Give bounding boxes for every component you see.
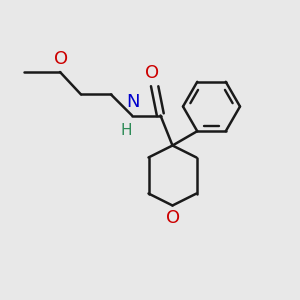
Text: O: O — [54, 50, 69, 68]
Text: O: O — [166, 209, 180, 227]
Text: H: H — [121, 123, 132, 138]
Text: O: O — [145, 64, 159, 82]
Text: N: N — [126, 93, 139, 111]
